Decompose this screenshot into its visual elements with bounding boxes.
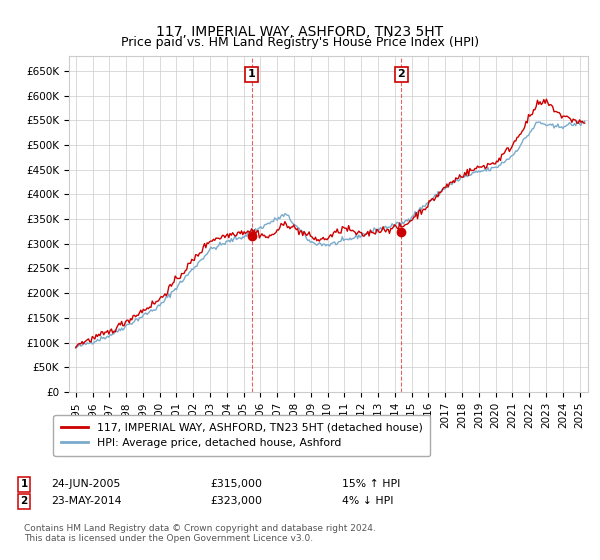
Text: £315,000: £315,000 xyxy=(210,479,262,489)
Text: 2: 2 xyxy=(398,69,405,80)
Text: 23-MAY-2014: 23-MAY-2014 xyxy=(51,496,121,506)
Text: 24-JUN-2005: 24-JUN-2005 xyxy=(51,479,121,489)
Text: 1: 1 xyxy=(248,69,256,80)
Text: 2: 2 xyxy=(20,496,28,506)
Text: £323,000: £323,000 xyxy=(210,496,262,506)
Text: 15% ↑ HPI: 15% ↑ HPI xyxy=(342,479,400,489)
Text: 4% ↓ HPI: 4% ↓ HPI xyxy=(342,496,394,506)
Legend: 117, IMPERIAL WAY, ASHFORD, TN23 5HT (detached house), HPI: Average price, detac: 117, IMPERIAL WAY, ASHFORD, TN23 5HT (de… xyxy=(53,415,430,456)
Text: 1: 1 xyxy=(20,479,28,489)
Text: 117, IMPERIAL WAY, ASHFORD, TN23 5HT: 117, IMPERIAL WAY, ASHFORD, TN23 5HT xyxy=(157,25,443,39)
Text: Price paid vs. HM Land Registry's House Price Index (HPI): Price paid vs. HM Land Registry's House … xyxy=(121,36,479,49)
Text: Contains HM Land Registry data © Crown copyright and database right 2024.
This d: Contains HM Land Registry data © Crown c… xyxy=(24,524,376,543)
